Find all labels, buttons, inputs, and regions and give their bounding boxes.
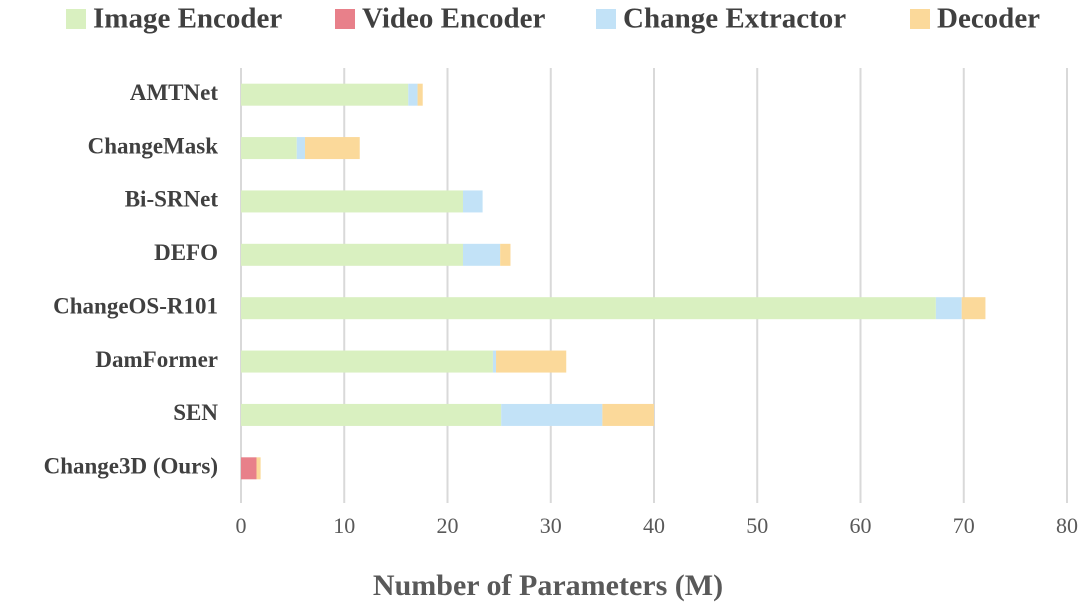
legend-label: Image Encoder bbox=[93, 3, 282, 35]
bar-segment bbox=[241, 190, 463, 213]
bar-segment bbox=[602, 403, 654, 426]
bar-segment bbox=[241, 83, 409, 106]
y-tick-label: Change3D (Ours) bbox=[44, 454, 218, 479]
y-tick-label: SEN bbox=[173, 400, 218, 425]
y-tick-label: ChangeMask bbox=[88, 133, 219, 158]
bar-segment bbox=[408, 83, 418, 106]
y-tick-label: DEFO bbox=[154, 240, 218, 265]
x-tick-label: 80 bbox=[1056, 513, 1078, 538]
bar-segment bbox=[305, 137, 360, 160]
x-tick-label: 10 bbox=[333, 513, 355, 538]
bar-segment bbox=[492, 350, 497, 373]
bar-segment bbox=[241, 297, 936, 320]
bar-segment bbox=[241, 137, 297, 160]
bar-segment bbox=[241, 403, 502, 426]
legend-swatch bbox=[596, 9, 616, 29]
bar-segment bbox=[462, 190, 483, 213]
legend-swatch bbox=[335, 9, 355, 29]
bar-segment bbox=[961, 297, 986, 320]
bar-segment bbox=[501, 403, 603, 426]
y-tick-label: Bi-SRNet bbox=[125, 187, 219, 212]
bar-segment bbox=[296, 137, 306, 160]
bar-segment bbox=[241, 243, 463, 266]
bar-segment bbox=[241, 457, 257, 480]
bar-segment bbox=[241, 350, 493, 373]
x-tick-label: 20 bbox=[437, 513, 459, 538]
y-tick-label: DamFormer bbox=[95, 347, 218, 372]
legend-label: Video Encoder bbox=[362, 3, 546, 35]
x-tick-label: 60 bbox=[850, 513, 872, 538]
x-tick-label: 50 bbox=[746, 513, 768, 538]
bar-segment bbox=[256, 457, 261, 480]
y-tick-label: ChangeOS-R101 bbox=[53, 293, 218, 318]
x-tick-label: 70 bbox=[953, 513, 975, 538]
legend-label: Change Extractor bbox=[623, 3, 846, 35]
bar-segment bbox=[462, 243, 501, 266]
x-tick-label: 40 bbox=[643, 513, 665, 538]
x-axis-title: Number of Parameters (M) bbox=[373, 569, 723, 602]
x-tick-label: 0 bbox=[236, 513, 247, 538]
bar-segment bbox=[417, 83, 423, 106]
bar-segment bbox=[935, 297, 962, 320]
bar-segment bbox=[496, 350, 567, 373]
legend-label: Decoder bbox=[937, 3, 1040, 35]
legend-swatch bbox=[66, 9, 86, 29]
legend-swatch bbox=[910, 9, 930, 29]
y-tick-label: AMTNet bbox=[130, 80, 218, 105]
x-tick-label: 30 bbox=[540, 513, 562, 538]
bar-segment bbox=[500, 243, 511, 266]
